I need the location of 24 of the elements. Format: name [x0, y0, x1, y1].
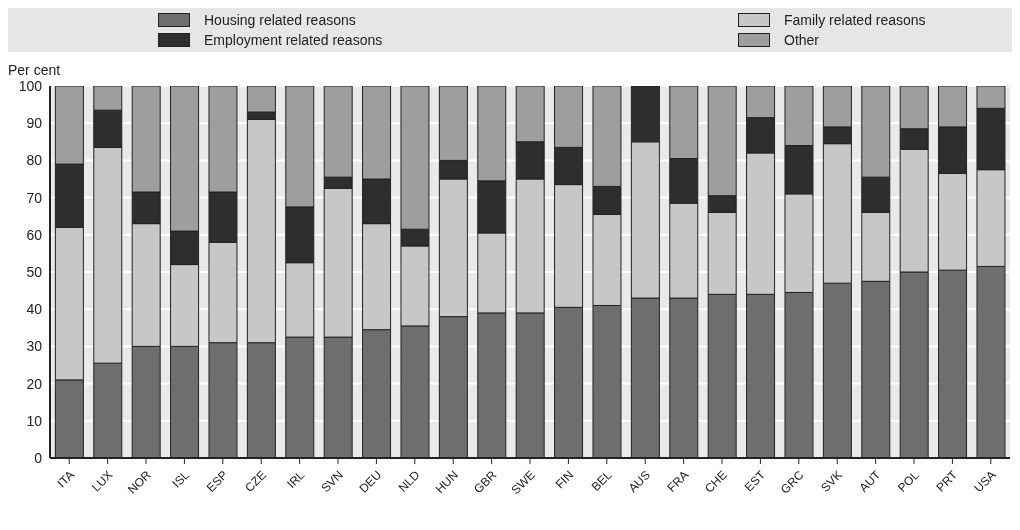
- y-tick-label: 0: [34, 449, 43, 466]
- y-tick-label: 80: [26, 152, 43, 169]
- x-tick-label: ISL: [169, 467, 193, 491]
- y-tick-label: 30: [26, 338, 43, 355]
- y-tick-label: 20: [26, 375, 43, 392]
- x-tick-label: POL: [894, 467, 923, 495]
- y-tick-label: 70: [26, 189, 43, 206]
- y-tick-label: 10: [26, 412, 43, 429]
- y-tick-label: 50: [26, 263, 43, 280]
- legend-label: Family related reasons: [784, 12, 926, 28]
- legend-label: Other: [784, 32, 820, 48]
- x-tick-label: ITA: [54, 467, 77, 491]
- x-tick-label: BEL: [588, 467, 615, 494]
- x-tick-label: FIN: [552, 467, 577, 492]
- y-tick-label: 40: [26, 301, 43, 318]
- x-tick-label: FRA: [664, 467, 692, 495]
- y-tick-label: 90: [26, 115, 43, 132]
- legend-label: Employment related reasons: [204, 32, 383, 48]
- y-axis-title: Per cent: [8, 62, 62, 78]
- x-tick-label: USA: [971, 467, 999, 496]
- y-tick-label: 60: [26, 226, 43, 243]
- x-tick-label: IRL: [284, 467, 308, 491]
- y-tick-label: 100: [18, 77, 43, 94]
- legend-label: Housing related reasons: [204, 12, 356, 28]
